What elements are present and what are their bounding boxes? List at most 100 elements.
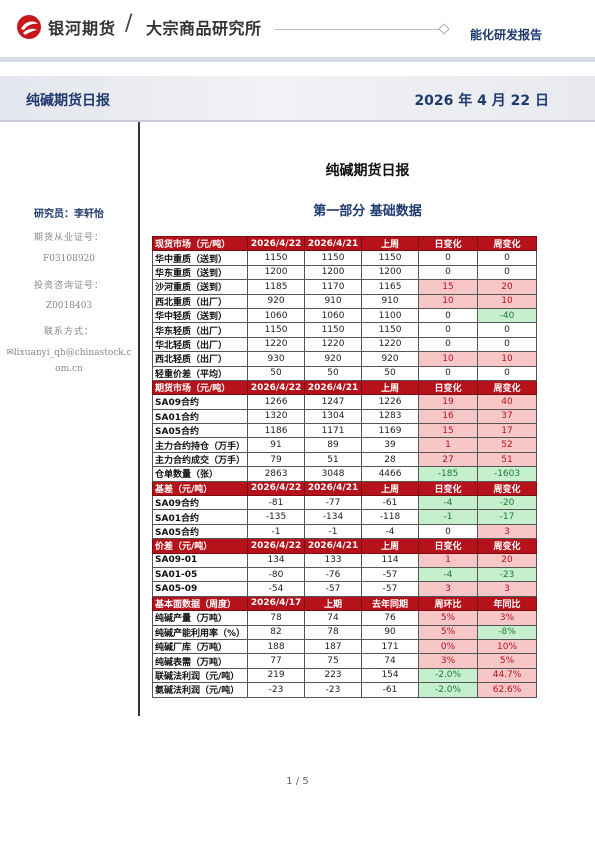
table-header-cell: 现货市场（元/吨） bbox=[151, 235, 249, 252]
table-cell: 37 bbox=[477, 408, 538, 425]
table-cell: 1304 bbox=[304, 408, 363, 425]
row-label: 华北轻质（出厂） bbox=[151, 336, 249, 353]
table-header-cell: 期货市场（元/吨） bbox=[151, 379, 249, 396]
table-cell: 219 bbox=[247, 667, 306, 684]
table-header-cell: 2026/4/22 bbox=[247, 235, 306, 252]
row-label: 仓单数量（张） bbox=[151, 466, 249, 482]
table-row: 轻重价差（平均） 50 50 50 0 0 bbox=[151, 365, 538, 381]
table-header-row: 基本面数据（周度） 2026/4/17 上期 去年同期 周环比 年同比 bbox=[151, 595, 538, 612]
table-cell: 10 bbox=[477, 293, 538, 309]
table-cell: 1220 bbox=[361, 336, 420, 353]
table-cell: -57 bbox=[361, 566, 420, 583]
row-label: 华东重质（送到） bbox=[151, 264, 249, 281]
table-cell: 28 bbox=[361, 451, 420, 468]
table-header-cell: 周变化 bbox=[477, 235, 538, 252]
table-cell: 19 bbox=[418, 394, 479, 410]
table-cell: 15 bbox=[418, 279, 479, 295]
consult-label: 投资咨询证号： bbox=[33, 281, 104, 291]
table-header-cell: 上期 bbox=[304, 595, 363, 612]
table-cell: 188 bbox=[247, 638, 306, 655]
table-row: 沙河重质（送到） 1185 1170 1165 15 20 bbox=[151, 279, 538, 295]
table-header-cell: 上周 bbox=[361, 235, 420, 252]
table-cell: -61 bbox=[361, 495, 420, 511]
mail-icon: ✉ bbox=[6, 348, 14, 358]
table-header-cell: 2026/4/22 bbox=[247, 480, 306, 497]
title-banner bbox=[0, 76, 595, 122]
row-label: 华东轻质（出厂） bbox=[151, 322, 249, 338]
row-label: 联碱法利润（元/吨） bbox=[151, 667, 249, 684]
table-cell: 1150 bbox=[304, 322, 363, 338]
table-row: SA01合约 1320 1304 1283 16 37 bbox=[151, 408, 538, 425]
header-decor-line bbox=[275, 29, 445, 30]
row-label: 氨碱法利润（元/吨） bbox=[151, 682, 249, 698]
table-cell: 920 bbox=[304, 351, 363, 367]
table-row: 华中重质（送到） 1150 1150 1150 0 0 bbox=[151, 250, 538, 266]
table-cell: 50 bbox=[361, 365, 420, 381]
table-cell: 0 bbox=[418, 523, 479, 540]
contact-label: 联系方式： bbox=[43, 327, 94, 337]
table-header-cell: 价差（元/吨） bbox=[151, 538, 249, 554]
galaxy-logo-icon bbox=[17, 15, 41, 39]
table-cell: 10% bbox=[477, 638, 538, 655]
table-cell: 3% bbox=[418, 653, 479, 669]
row-label: 主力合约成交（万手） bbox=[151, 451, 249, 468]
table-header-cell: 日变化 bbox=[418, 235, 479, 252]
table-cell: 74 bbox=[304, 610, 363, 626]
table-cell: 920 bbox=[247, 293, 306, 309]
table-cell: 223 bbox=[304, 667, 363, 684]
table-cell: 0 bbox=[418, 322, 479, 338]
table-header-cell: 上周 bbox=[361, 538, 420, 554]
table-cell: 1060 bbox=[247, 307, 306, 324]
email-contact[interactable]: ✉lixuanyi_qh@chinastock.com.cn bbox=[4, 345, 134, 377]
table-row: 联碱法利润（元/吨） 219 223 154 -2.0% 44.7% bbox=[151, 667, 538, 684]
table-cell: 0 bbox=[418, 307, 479, 324]
table-cell: 1 bbox=[418, 437, 479, 453]
table-cell: 5% bbox=[418, 610, 479, 626]
researcher-name: 研究员：李轩怡 bbox=[34, 209, 104, 220]
brand-name: 银河期货 bbox=[48, 19, 117, 38]
data-table: 现货市场（元/吨） 2026/4/22 2026/4/21 上周 日变化 周变化 华中重质（… bbox=[151, 235, 538, 698]
table-cell: 910 bbox=[361, 293, 420, 309]
table-cell: 1150 bbox=[361, 322, 420, 338]
table-header-cell: 2026/4/17 bbox=[247, 595, 306, 612]
table-cell: 44.7% bbox=[477, 667, 538, 684]
table-cell: 1060 bbox=[304, 307, 363, 324]
table-cell: 1200 bbox=[247, 264, 306, 281]
table-cell: 91 bbox=[247, 437, 306, 453]
row-label: 华中重质（送到） bbox=[151, 250, 249, 266]
table-cell: 1100 bbox=[361, 307, 420, 324]
table-header-cell: 2026/4/22 bbox=[247, 379, 306, 396]
table-cell: -17 bbox=[477, 509, 538, 525]
table-cell: 1200 bbox=[361, 264, 420, 281]
table-cell: 0 bbox=[477, 264, 538, 281]
email-address[interactable]: lixuanyi_qh@chinastock.com.cn bbox=[13, 348, 132, 374]
row-label: 纯碱厂库（万吨） bbox=[151, 638, 249, 655]
row-label: 纯碱产量（万吨） bbox=[151, 610, 249, 626]
table-cell: 3048 bbox=[304, 466, 363, 482]
row-label: SA09合约 bbox=[151, 394, 249, 410]
table-cell: 1150 bbox=[304, 250, 363, 266]
table-header-cell: 周环比 bbox=[418, 595, 479, 612]
table-header-cell: 周变化 bbox=[477, 379, 538, 396]
table-cell: 1247 bbox=[304, 394, 363, 410]
row-label: SA05合约 bbox=[151, 423, 249, 439]
table-cell: -23 bbox=[247, 682, 306, 698]
table-cell: 1150 bbox=[247, 322, 306, 338]
table-cell: 62.6% bbox=[477, 682, 538, 698]
table-cell: 0 bbox=[418, 264, 479, 281]
table-cell: -134 bbox=[304, 509, 363, 525]
table-cell: 51 bbox=[304, 451, 363, 468]
report-type: 能化研发报告 bbox=[470, 28, 543, 42]
table-cell: 77 bbox=[247, 653, 306, 669]
table-cell: -57 bbox=[361, 581, 420, 597]
page-header: 银河期货 / 大宗商品研究所 能化研发报告 bbox=[0, 0, 595, 62]
table-row: 华北轻质（出厂） 1220 1220 1220 0 0 bbox=[151, 336, 538, 353]
license-label: 期货从业证号： bbox=[33, 233, 104, 243]
table-header-cell: 上周 bbox=[361, 379, 420, 396]
table-cell: -20 bbox=[477, 495, 538, 511]
table-cell: 89 bbox=[304, 437, 363, 453]
table-cell: 10 bbox=[477, 351, 538, 367]
table-row: 纯碱产能利用率（%） 82 78 90 5% -8% bbox=[151, 624, 538, 640]
row-label: SA01-05 bbox=[151, 566, 249, 583]
